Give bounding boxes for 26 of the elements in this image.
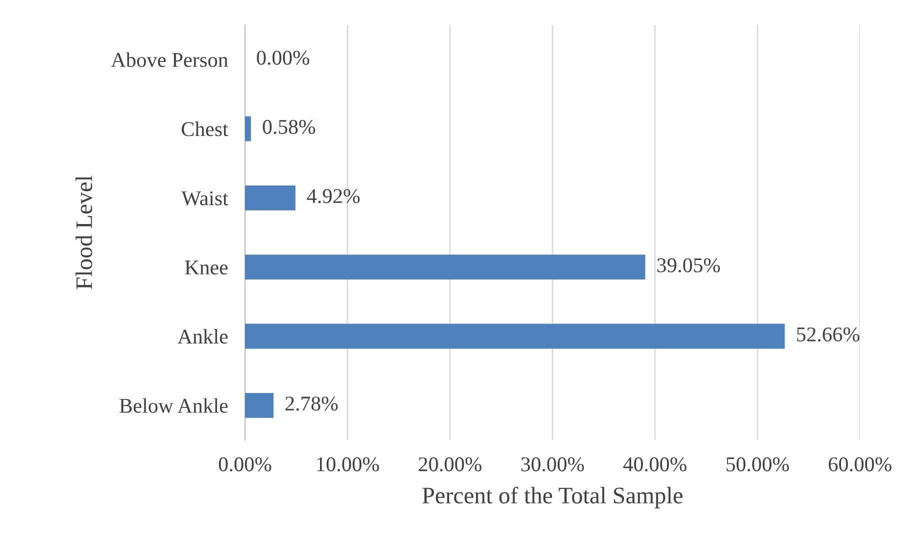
bar [245, 116, 251, 142]
x-tick-label: 0.00% [218, 457, 272, 472]
data-label: 39.05% [657, 258, 720, 272]
y-tick-label: Ankle [178, 329, 228, 344]
y-tick-label: Below Ankle [120, 398, 228, 413]
x-tick-label: 10.00% [317, 457, 379, 472]
bar [245, 254, 646, 280]
data-label: 0.58% [262, 120, 316, 134]
bar [245, 185, 296, 210]
y-tick-label: Chest [182, 122, 228, 136]
data-label: 4.92% [306, 189, 360, 204]
x-tick-label: 30.00% [521, 457, 584, 472]
x-tick-label: 50.00% [726, 457, 789, 472]
y-tick-label: Knee [184, 260, 228, 275]
y-tick-label: Waist [181, 191, 228, 206]
bar [245, 392, 274, 418]
bar [245, 324, 785, 349]
x-tick-label: 20.00% [418, 457, 482, 472]
y-axis-title: Flood Level [76, 176, 92, 290]
data-label: 52.66% [797, 327, 860, 342]
x-axis-title: Percent of the Total Sample [422, 486, 682, 508]
y-tick-label: Above Person [111, 52, 228, 68]
x-tick-label: 40.00% [623, 457, 686, 472]
data-label: 0.00% [256, 50, 310, 65]
x-tick-label: 60.00% [828, 457, 892, 472]
data-label: 2.78% [286, 396, 338, 411]
